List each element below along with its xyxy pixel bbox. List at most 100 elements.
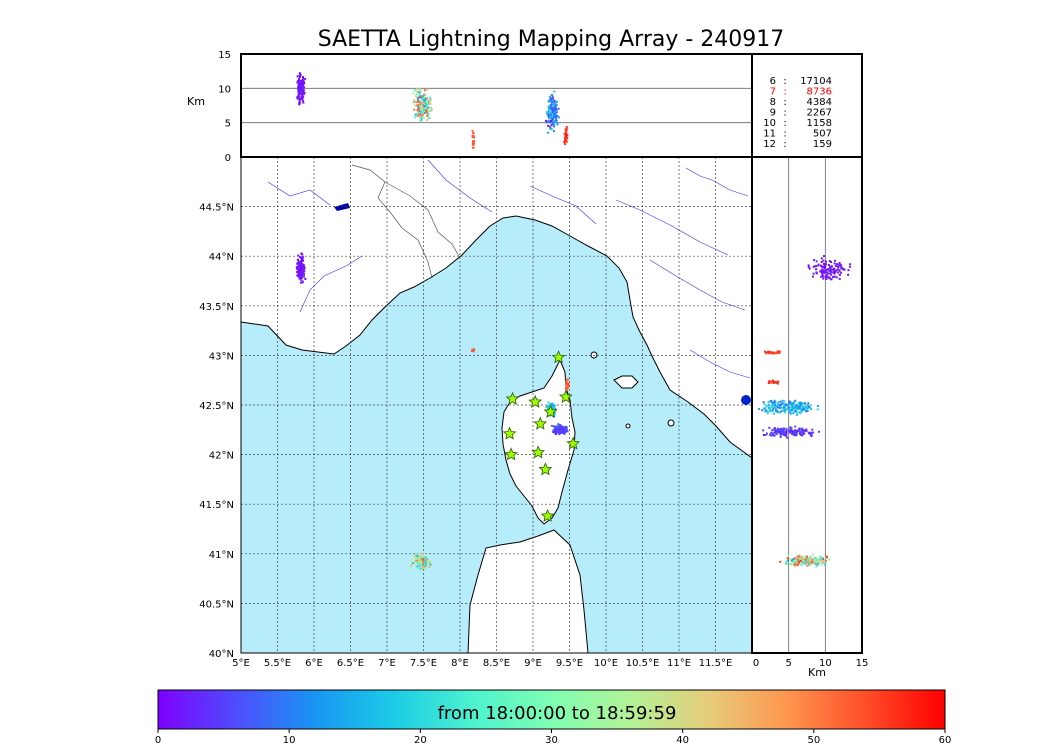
lightning-source-point <box>302 267 305 270</box>
lightning-source-point <box>304 277 307 280</box>
lightning-source-point <box>424 97 427 100</box>
lightning-source-point <box>415 557 418 560</box>
lightning-source-point <box>411 560 414 563</box>
lightning-source-point <box>830 271 833 274</box>
lightning-source-point <box>796 407 799 410</box>
map-x-tick-label: 7.5°E <box>410 658 437 669</box>
lightning-source-point <box>300 82 303 85</box>
lightning-source-point <box>801 402 804 405</box>
lightning-source-point <box>471 140 474 143</box>
lightning-source-point <box>556 122 559 125</box>
lightning-source-point <box>471 349 474 352</box>
lightning-source-point <box>768 352 771 355</box>
lightning-source-point <box>419 115 422 118</box>
lon-altitude-y-label: Km <box>187 95 205 108</box>
lightning-source-point <box>565 129 568 132</box>
lightning-source-point <box>779 433 782 436</box>
lightning-source-point <box>550 98 553 101</box>
lightning-source-point <box>548 404 551 407</box>
lightning-source-point <box>564 134 567 137</box>
lightning-source-point <box>812 431 815 434</box>
lightning-source-point <box>821 564 824 567</box>
lightning-source-point <box>773 434 776 437</box>
lightning-source-point <box>790 427 793 430</box>
lightning-source-point <box>545 121 548 124</box>
lightning-source-point <box>547 124 550 127</box>
lightning-source-point <box>551 116 554 119</box>
lightning-source-point <box>771 408 774 411</box>
lightning-source-point <box>547 131 550 134</box>
lightning-source-point <box>808 556 811 559</box>
lightning-source-point <box>764 410 767 413</box>
lightning-source-point <box>819 558 822 561</box>
lightning-source-point <box>837 271 840 274</box>
lightning-source-point <box>831 268 834 271</box>
lightning-source-point <box>770 400 773 403</box>
lightning-source-point <box>298 93 301 96</box>
lightning-source-point <box>562 431 565 434</box>
lightning-source-point <box>561 426 564 429</box>
lightning-source-point <box>793 411 796 414</box>
lightning-source-point <box>422 104 425 107</box>
lightning-source-point <box>793 565 796 568</box>
lightning-source-point <box>419 108 422 111</box>
lightning-source-point <box>551 402 554 405</box>
map-x-tick-label: 8°E <box>451 658 469 669</box>
lightning-source-point <box>789 426 792 429</box>
lightning-source-point <box>764 407 767 410</box>
lightning-source-point <box>833 272 836 275</box>
lightning-source-point <box>412 101 415 104</box>
map-lake <box>334 203 350 211</box>
lightning-source-point <box>421 566 424 569</box>
lightning-source-point <box>803 561 806 564</box>
lightning-source-point <box>831 276 834 279</box>
lightning-source-point <box>819 270 822 273</box>
lightning-source-point <box>838 269 841 272</box>
lightning-source-point <box>768 410 771 413</box>
lightning-source-point <box>409 558 412 561</box>
altitude-lat-panel: 0 5 10 15 Km <box>741 156 868 679</box>
lightning-source-point <box>779 432 782 435</box>
lightning-source-point <box>830 273 833 276</box>
lightning-source-point <box>296 274 299 277</box>
lightning-source-point <box>428 117 431 120</box>
lightning-source-point <box>790 401 793 404</box>
lightning-source-point <box>298 90 301 93</box>
lightning-source-point <box>773 399 776 402</box>
lightning-source-point <box>804 563 807 566</box>
lightning-source-point <box>821 561 824 564</box>
lightning-source-point <box>302 87 305 90</box>
lightning-source-point <box>298 75 301 78</box>
map-elba <box>613 375 639 389</box>
lightning-source-point <box>419 110 422 113</box>
lightning-source-point <box>303 275 306 278</box>
lightning-source-point <box>766 351 769 354</box>
lightning-source-point <box>795 403 798 406</box>
lightning-source-point <box>420 111 423 114</box>
lightning-source-point <box>795 432 798 435</box>
altitude-tick-label: 10 <box>218 84 231 95</box>
station-count-stations: 9 <box>770 108 776 119</box>
lightning-source-point <box>423 560 426 563</box>
lightning-source-point <box>419 96 422 99</box>
lightning-source-point <box>471 136 474 139</box>
lightning-source-point <box>796 555 799 558</box>
lightning-source-point <box>302 80 305 83</box>
lightning-source-point <box>774 406 777 409</box>
lightning-source-point <box>824 560 827 563</box>
lightning-source-point <box>770 380 773 383</box>
lightning-source-point <box>412 92 415 95</box>
lightning-source-point <box>820 269 823 272</box>
lightning-source-point <box>802 432 805 435</box>
lightning-source-point <box>426 108 429 111</box>
lightning-source-point <box>425 563 428 566</box>
lightning-source-point <box>839 263 842 266</box>
lightning-source-point <box>800 407 803 410</box>
lightning-source-point <box>811 553 814 556</box>
lightning-source-point <box>794 429 797 432</box>
station-count-value: 1158 <box>807 118 832 129</box>
station-count-separator: : <box>783 118 786 129</box>
lightning-source-point <box>419 567 422 570</box>
lightning-source-point <box>415 113 418 116</box>
lightning-source-point <box>550 103 553 106</box>
